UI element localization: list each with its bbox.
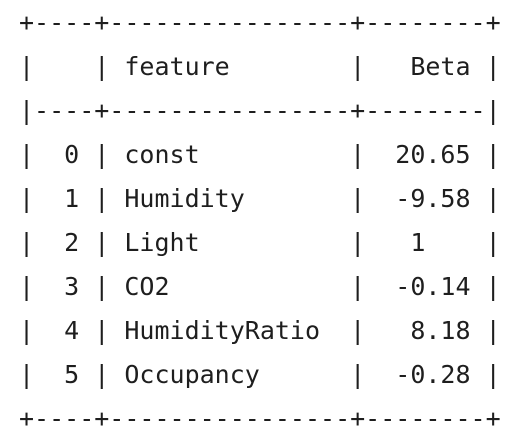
table-row: | 3 | CO2 | -0.14 | — [19, 272, 501, 301]
table-border-top: +----+----------------+--------+ — [19, 8, 501, 37]
table-row: | 1 | Humidity | -9.58 | — [19, 184, 501, 213]
table-border-bottom: +----+----------------+--------+ — [19, 404, 501, 433]
table-header-row: | | feature | Beta | — [19, 52, 501, 81]
ascii-coefficient-table: +----+----------------+--------+ | | feat… — [19, 1, 501, 441]
table-header-separator: |----+----------------+--------| — [19, 96, 501, 125]
table-row: | 4 | HumidityRatio | 8.18 | — [19, 316, 501, 345]
table-row: | 5 | Occupancy | -0.28 | — [19, 360, 501, 389]
table-row: | 2 | Light | 1 | — [19, 228, 501, 257]
table-row: | 0 | const | 20.65 | — [19, 140, 501, 169]
